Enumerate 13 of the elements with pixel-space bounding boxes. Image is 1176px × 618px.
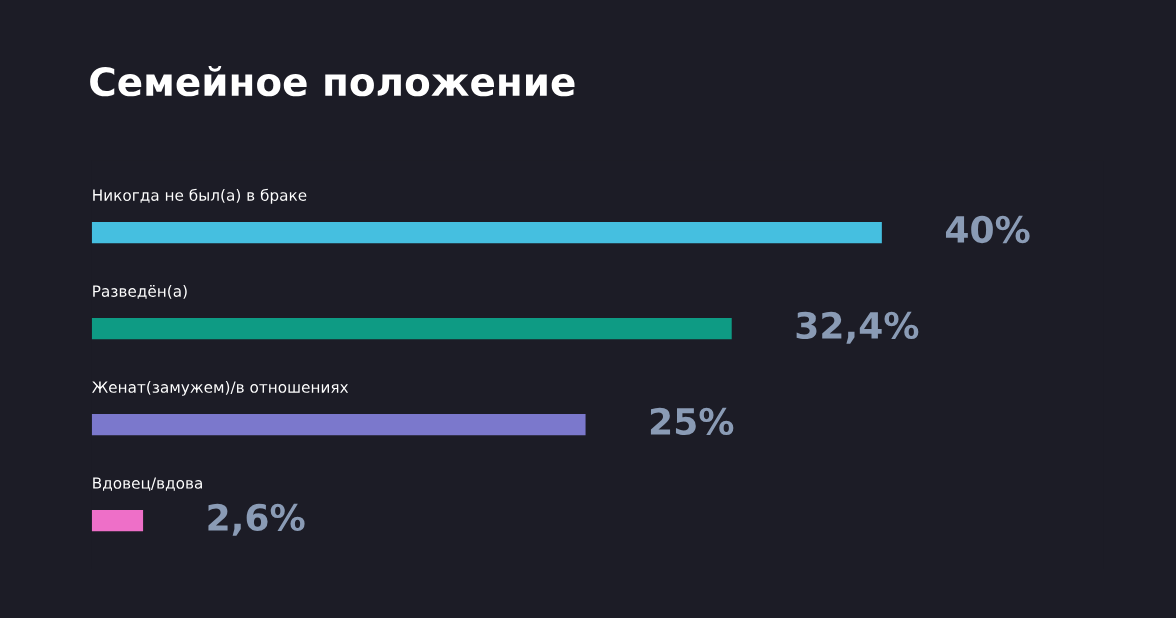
- data-label: 2,6%: [208, 503, 305, 536]
- y-tick-label: Разведён(а): [93, 285, 187, 299]
- bar: [91, 510, 144, 532]
- y-tick-label: Женат(замужем)/в отношениях: [92, 381, 349, 396]
- data-label: 40%: [945, 215, 1030, 244]
- y-tick-label: Никогда не был(а) в браке: [93, 188, 307, 204]
- data-label: 25%: [650, 407, 734, 436]
- bar: [91, 414, 586, 436]
- bar: [91, 318, 732, 340]
- data-label: 32,4%: [796, 311, 919, 344]
- y-tick-label: Вдовец/вдова: [93, 477, 202, 491]
- chart-title: Семейное положение: [90, 66, 575, 97]
- bar: [91, 222, 882, 244]
